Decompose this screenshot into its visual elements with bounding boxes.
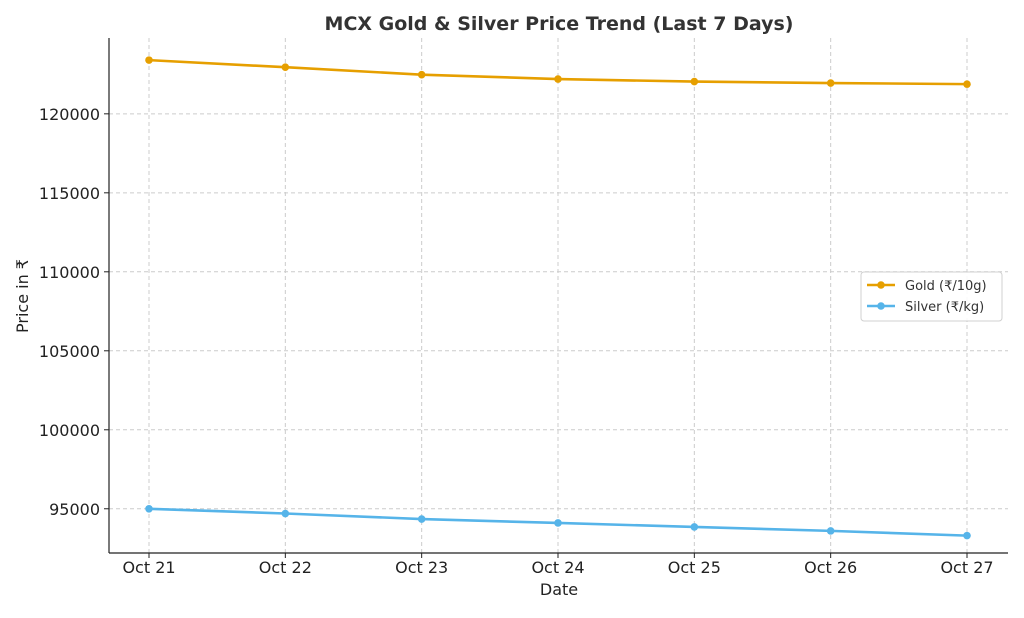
data-point (281, 63, 290, 72)
series-0 (145, 56, 971, 88)
legend-swatch-marker (877, 281, 885, 289)
x-tick-label: Oct 26 (804, 558, 857, 577)
legend-label: Gold (₹/10g) (905, 279, 987, 294)
data-point (417, 70, 426, 79)
x-tick-label: Oct 21 (122, 558, 175, 577)
y-tick-label: 110000 (39, 263, 100, 282)
y-tick-label: 95000 (49, 500, 100, 519)
legend-swatch-marker (877, 302, 885, 310)
y-tick-label: 120000 (39, 105, 100, 124)
data-point (826, 79, 835, 87)
data-point (554, 75, 562, 83)
x-tick-label: Oct 24 (531, 558, 584, 577)
legend-label: Silver (₹/kg) (905, 300, 984, 315)
y-tick-label: 100000 (39, 421, 100, 440)
data-point (690, 523, 699, 531)
data-point (145, 504, 153, 513)
tick-labels: Oct 21 Oct 22 Oct 23 Oct 24 Oct 25 Oct 26 Oct … (39, 105, 994, 577)
series-1 (145, 504, 971, 540)
series-lines (145, 56, 971, 540)
y-axis-label: Price in ₹ (13, 259, 32, 333)
x-tick-label: Oct 22 (259, 558, 312, 577)
legend-item: Silver (₹/kg) (867, 300, 984, 315)
data-point (826, 527, 835, 535)
data-point (281, 509, 290, 518)
x-tick-label: Oct 25 (668, 558, 721, 577)
data-point (417, 515, 426, 523)
chart-title: MCX Gold & Silver Price Trend (Last 7 Da… (325, 13, 794, 35)
data-point (963, 80, 971, 88)
data-point (690, 77, 699, 86)
axes (104, 38, 1008, 558)
data-point (554, 519, 562, 527)
legend-box (860, 271, 1003, 322)
legend: Gold (₹/10g) Silver (₹/kg) (860, 271, 1003, 322)
grid (109, 38, 1008, 553)
data-point (963, 531, 971, 540)
x-axis-label: Date (540, 580, 578, 599)
y-tick-label: 105000 (39, 342, 100, 361)
legend-item: Gold (₹/10g) (867, 279, 987, 294)
x-tick-label: Oct 23 (395, 558, 448, 577)
y-tick-label: 115000 (39, 184, 100, 203)
x-tick-label: Oct 27 (940, 558, 993, 577)
data-point (145, 56, 153, 64)
